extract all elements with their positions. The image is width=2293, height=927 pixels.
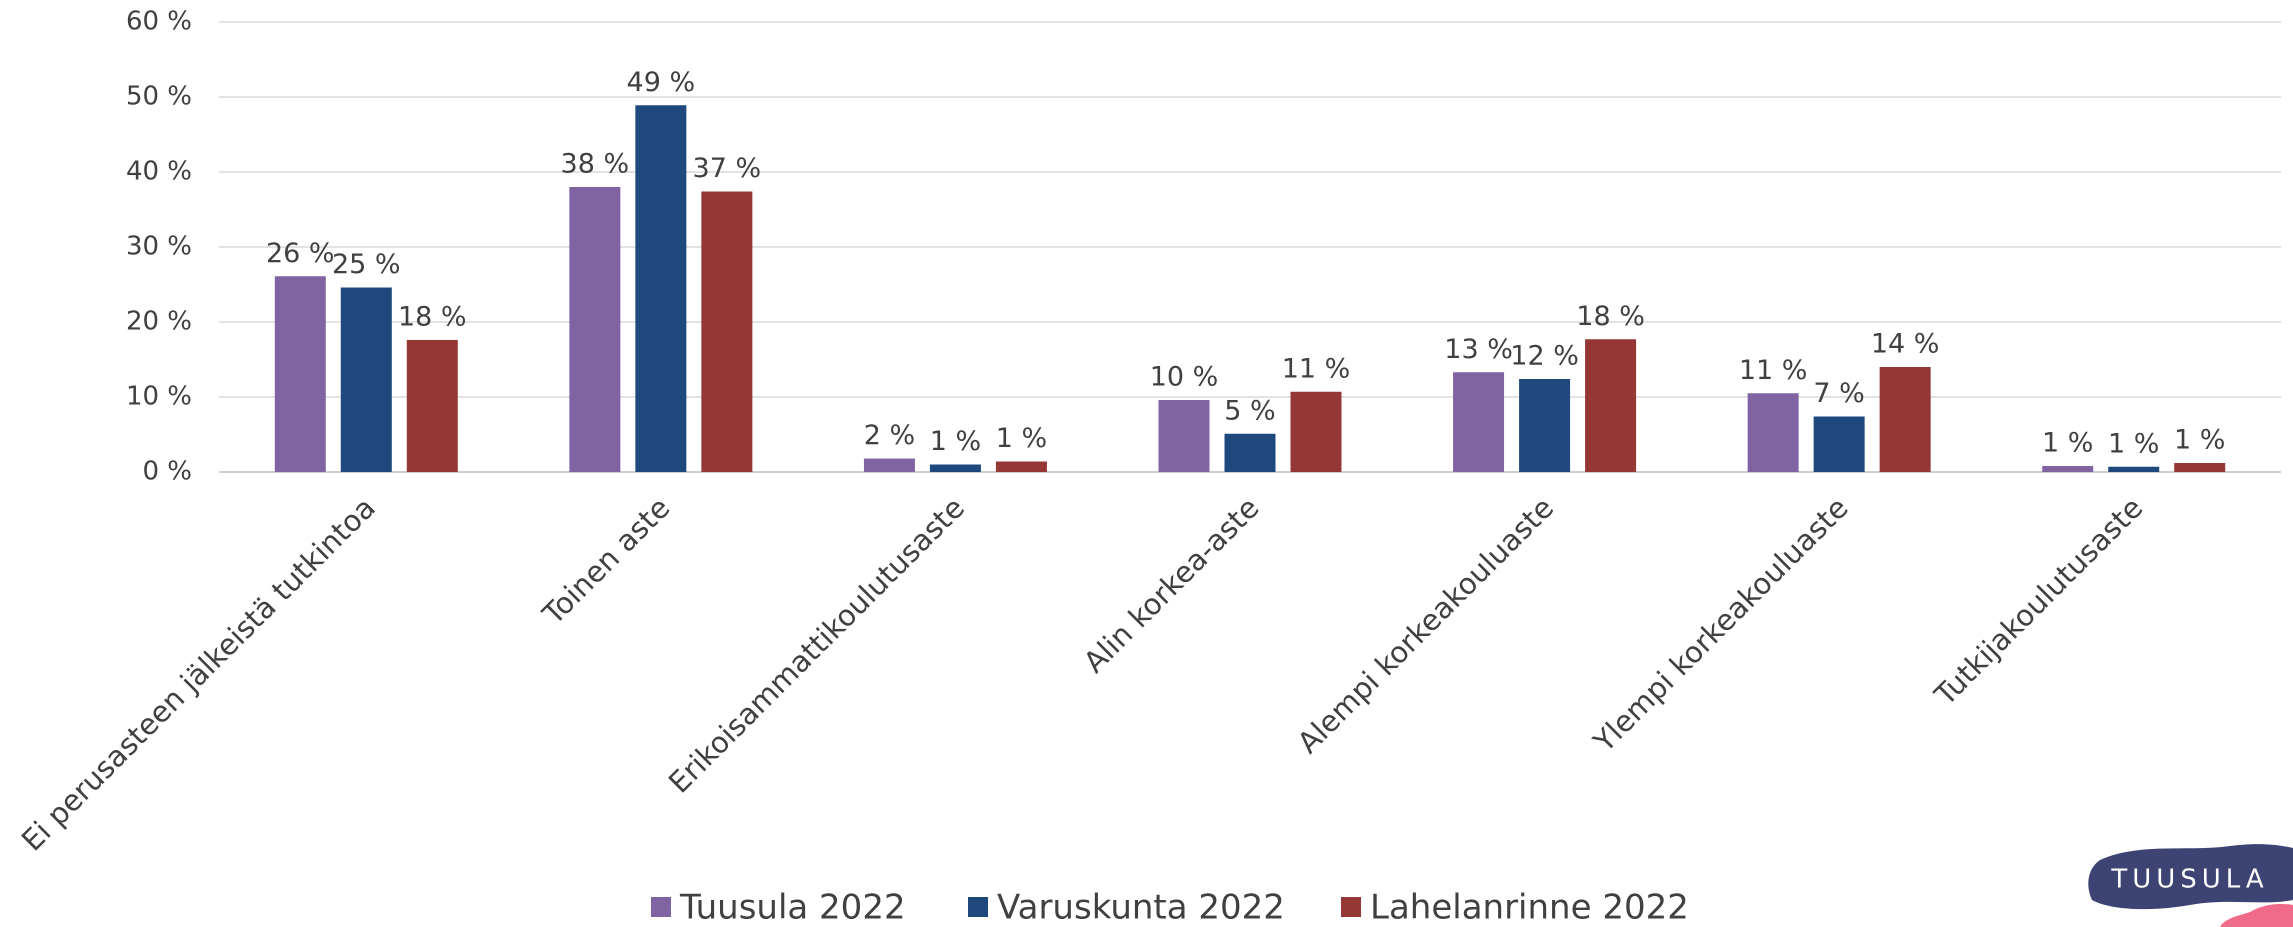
x-tick-label: Alin korkea-aste xyxy=(1077,491,1266,680)
y-tick-label: 20 % xyxy=(126,307,192,337)
value-label: 49 % xyxy=(627,67,696,98)
bar xyxy=(1813,416,1865,472)
value-label: 14 % xyxy=(1871,329,1940,360)
value-label: 1 % xyxy=(930,426,981,457)
legend-swatch xyxy=(651,897,671,917)
legend-swatch xyxy=(1341,897,1361,917)
x-tick-label: Erikoisammattikoulutusaste xyxy=(662,491,971,800)
bar xyxy=(569,187,621,472)
bar xyxy=(2108,466,2160,472)
bar xyxy=(1519,379,1571,472)
legend-swatch xyxy=(968,897,988,917)
value-label: 1 % xyxy=(2108,428,2159,459)
bar xyxy=(274,276,326,472)
bar xyxy=(406,340,458,472)
value-label: 18 % xyxy=(1576,301,1645,332)
value-label: 13 % xyxy=(1444,334,1513,365)
bar xyxy=(929,464,981,472)
bar xyxy=(701,191,753,472)
value-label: 1 % xyxy=(996,423,1047,454)
logo-text: TUUSULA xyxy=(2110,865,2268,895)
bar xyxy=(1585,339,1637,472)
y-tick-label: 30 % xyxy=(126,232,192,262)
x-tick-label: Ei perusasteen jälkeistä tutkintoa xyxy=(15,491,382,858)
value-label: 37 % xyxy=(693,153,762,184)
bar xyxy=(1453,372,1505,472)
x-tick-label: Ylempi korkeakouluaste xyxy=(1586,491,1855,760)
value-label: 5 % xyxy=(1224,395,1275,426)
value-label: 26 % xyxy=(266,238,335,269)
x-tick-label: Alempi korkeakouluaste xyxy=(1291,491,1560,760)
y-tick-label: 50 % xyxy=(126,82,192,112)
value-label: 1 % xyxy=(2042,428,2093,459)
bar xyxy=(1879,367,1931,472)
value-label: 1 % xyxy=(2174,425,2225,456)
value-label: 10 % xyxy=(1150,362,1219,393)
value-label: 38 % xyxy=(561,149,630,180)
bar xyxy=(1290,391,1342,472)
logo: TUUSULA xyxy=(2088,844,2293,927)
bar xyxy=(1158,400,1210,472)
legend-label: Tuusula 2022 xyxy=(679,888,906,927)
bar xyxy=(2042,466,2094,472)
bar xyxy=(340,287,392,472)
bar xyxy=(863,458,915,472)
value-label: 2 % xyxy=(864,420,915,451)
value-label: 12 % xyxy=(1510,341,1579,372)
legend-label: Varuskunta 2022 xyxy=(997,888,1285,927)
bar xyxy=(1747,393,1799,472)
logo-accent xyxy=(2220,903,2293,927)
y-tick-label: 10 % xyxy=(126,382,192,412)
value-label: 7 % xyxy=(1813,378,1864,409)
value-label: 18 % xyxy=(398,302,467,333)
y-tick-label: 0 % xyxy=(142,457,192,487)
logo-shape xyxy=(2088,844,2293,910)
value-label: 11 % xyxy=(1739,355,1808,386)
x-tick-label: Toinen aste xyxy=(535,491,676,632)
y-tick-label: 60 % xyxy=(126,7,192,37)
x-tick-label: Tutkijakoulutusaste xyxy=(1927,491,2149,713)
value-label: 25 % xyxy=(332,249,401,280)
bar xyxy=(635,105,687,472)
y-tick-label: 40 % xyxy=(126,157,192,187)
bar xyxy=(1224,433,1276,472)
bar xyxy=(2174,463,2226,472)
value-label: 11 % xyxy=(1282,353,1351,384)
legend-label: Lahelanrinne 2022 xyxy=(1370,888,1689,927)
bar xyxy=(995,461,1047,472)
